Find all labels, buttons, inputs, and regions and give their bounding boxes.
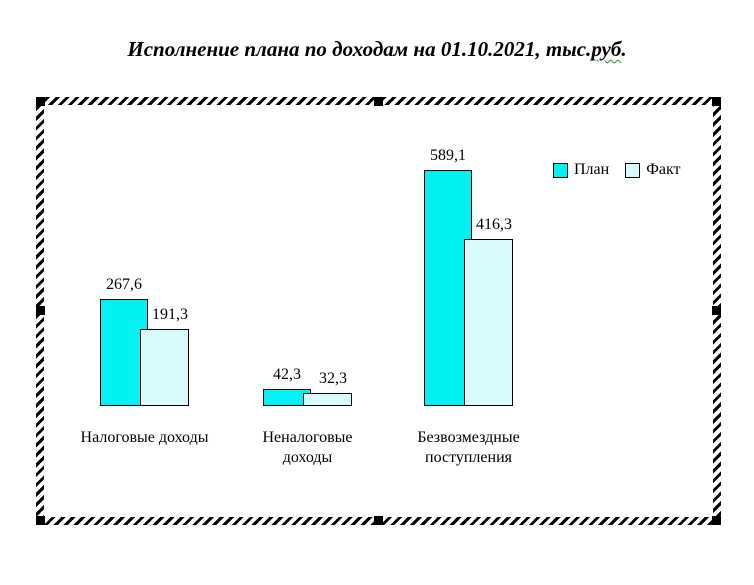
resize-handle-bottom-right[interactable] [712,516,721,525]
page-title-spellcheck-flagged: руб [591,37,622,61]
bar-fact-1[interactable] [303,393,352,406]
legend-swatch-fact[interactable] [625,162,641,178]
chart-object-frame[interactable]: 267,6 191,3 42,3 32,3 589,1 416,3 План Факт Н… [36,97,721,525]
page-title: Исполнение плана по доходам на 01.10.202… [0,37,754,62]
legend-label-fact: Факт [646,161,681,178]
legend-item-fact[interactable]: Факт [625,161,681,179]
legend-label-plan: План [574,161,610,178]
value-label-fact-0: 191,3 [152,306,188,323]
resize-handle-bottom-middle[interactable] [373,516,383,525]
category-label-1: Неналоговые доходы [262,429,353,466]
value-label-fact-1: 32,3 [319,370,347,387]
value-label-plan-2: 589,1 [430,147,466,164]
legend-swatch-plan[interactable] [553,162,568,178]
resize-handle-bottom-left[interactable] [36,516,45,525]
value-label-plan-0: 267,6 [106,276,142,293]
value-label-plan-1: 42,3 [273,366,301,383]
legend-item-plan[interactable]: План [553,161,609,179]
chart-plot-area: 267,6 191,3 42,3 32,3 589,1 416,3 [44,105,713,406]
resize-handle-middle-left[interactable] [36,306,45,315]
category-label-2: Безвозмездные поступления [417,429,520,466]
category-label-0: Налоговые доходы [80,429,209,446]
value-label-fact-2: 416,3 [476,216,512,233]
bar-group: 42,3 32,3 [263,105,353,406]
bar-group: 267,6 191,3 [100,105,190,406]
page-title-period: . [621,37,627,61]
legend: План Факт [553,161,681,179]
resize-handle-top-right[interactable] [712,97,721,106]
bar-group: 589,1 416,3 [424,105,514,406]
resize-handle-top-middle[interactable] [373,97,383,106]
page-title-text: Исполнение плана по доходам на 01.10.202… [127,37,592,61]
resize-handle-middle-right[interactable] [712,306,721,315]
chart-area: 267,6 191,3 42,3 32,3 589,1 416,3 План Факт Н… [44,105,713,517]
bar-fact-2[interactable] [464,239,513,406]
resize-handle-top-left[interactable] [36,97,45,106]
bar-fact-0[interactable] [140,329,189,406]
